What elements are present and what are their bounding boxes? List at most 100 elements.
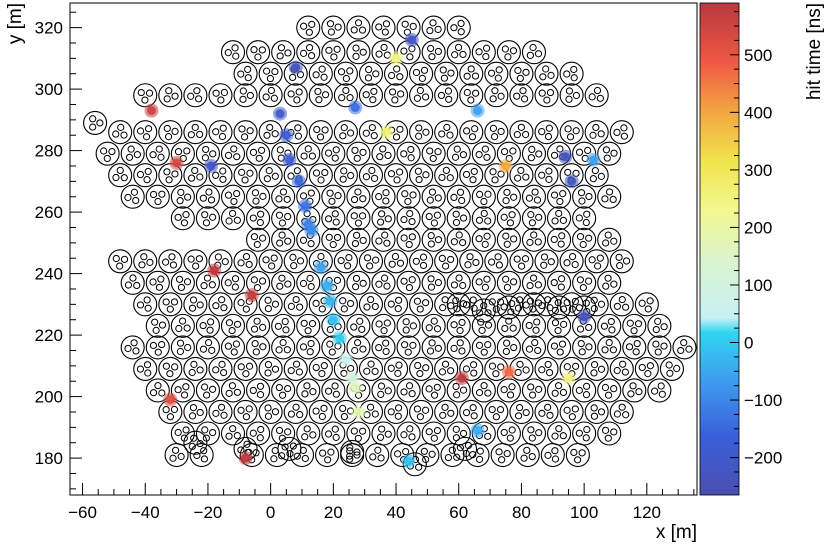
station [421, 421, 446, 446]
colorbar-tick-label: 300 [744, 161, 772, 180]
station [634, 356, 659, 381]
hit-marker [204, 158, 219, 173]
station [346, 15, 371, 40]
station [396, 335, 421, 360]
hit-marker [454, 371, 469, 386]
station [283, 399, 308, 425]
station [584, 292, 609, 317]
station [296, 335, 321, 360]
station [233, 61, 258, 86]
station [496, 184, 521, 209]
station [547, 227, 572, 252]
station [609, 120, 634, 145]
station [358, 292, 384, 317]
station [471, 313, 496, 338]
station [220, 378, 246, 403]
station [521, 270, 547, 295]
station [296, 270, 321, 295]
station [496, 206, 521, 231]
station [471, 184, 496, 209]
station [371, 184, 396, 209]
station [471, 227, 496, 252]
station [258, 83, 283, 108]
station [246, 141, 271, 166]
station [271, 335, 296, 360]
station [158, 83, 183, 108]
station [283, 83, 308, 108]
station [459, 163, 484, 188]
x-tick-label: 80 [512, 503, 531, 522]
station [289, 442, 315, 468]
station [409, 120, 434, 145]
station [584, 249, 609, 274]
station [170, 184, 195, 209]
station [521, 206, 547, 231]
station [383, 249, 409, 274]
station [421, 270, 446, 295]
hit-marker [564, 174, 579, 189]
station [296, 15, 321, 40]
station [597, 313, 622, 338]
station [409, 399, 434, 425]
station [471, 335, 496, 360]
station [321, 141, 346, 166]
station [308, 356, 333, 381]
station [572, 335, 597, 360]
station [271, 40, 296, 65]
hit-marker [298, 198, 313, 213]
station [158, 292, 183, 317]
station [258, 163, 283, 188]
station [471, 298, 496, 323]
station [271, 227, 296, 252]
station [189, 442, 214, 468]
station [396, 313, 421, 338]
station [195, 184, 220, 209]
station [145, 313, 170, 338]
station [484, 61, 509, 86]
station [446, 335, 471, 360]
colorbar-tick-label: 100 [744, 276, 772, 295]
station [622, 378, 647, 403]
station [559, 61, 584, 86]
hit-marker [326, 312, 341, 327]
station [434, 356, 459, 381]
station [484, 83, 509, 108]
station [358, 61, 384, 86]
station [446, 227, 471, 252]
station [208, 292, 233, 317]
station [133, 120, 158, 145]
station [258, 292, 283, 317]
station [496, 295, 521, 320]
station [396, 378, 421, 403]
hit-marker [207, 263, 222, 278]
station [158, 249, 183, 274]
station [572, 378, 597, 403]
station [195, 313, 220, 338]
station [258, 61, 283, 86]
hit-marker [320, 278, 335, 293]
hit-marker [561, 371, 576, 386]
station [484, 292, 509, 317]
station [133, 249, 158, 274]
station [346, 141, 371, 166]
hit-marker [348, 100, 363, 115]
station [321, 206, 346, 231]
station [383, 292, 409, 317]
station [333, 83, 358, 108]
station [246, 227, 271, 252]
station [195, 335, 220, 360]
station [340, 439, 365, 465]
station [559, 249, 584, 274]
hit-marker [470, 103, 485, 118]
station [220, 270, 246, 295]
station [509, 83, 534, 108]
y-tick-label: 300 [35, 80, 63, 99]
x-tick-label: 20 [324, 503, 343, 522]
station [183, 120, 208, 145]
colorbar [699, 2, 740, 496]
station [321, 227, 346, 252]
station [195, 206, 220, 231]
station [158, 356, 183, 381]
